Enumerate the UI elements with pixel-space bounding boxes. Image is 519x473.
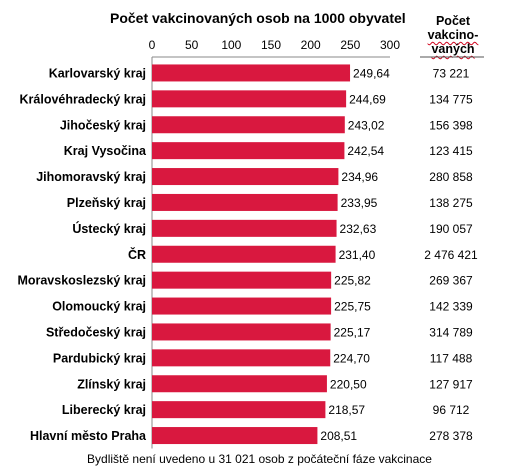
- category-label: Zlínský kraj: [77, 377, 146, 391]
- chart-title: Počet vakcinovaných osob na 1000 obyvate…: [110, 10, 406, 26]
- count-column-header: Počet vakcino- vaných: [418, 14, 488, 56]
- bar: [152, 219, 337, 237]
- category-label: Karlovarský kraj: [49, 66, 146, 80]
- bar: [152, 168, 339, 186]
- category-label: Kraj Vysočina: [64, 144, 147, 158]
- bar: [152, 401, 326, 419]
- bar: [152, 90, 347, 108]
- category-label: Středočeský kraj: [46, 325, 146, 339]
- bar: [152, 193, 338, 211]
- count-value: 127 917: [429, 377, 473, 391]
- data-label: 220,50: [330, 377, 367, 391]
- category-label: Moravskoslezský kraj: [17, 274, 146, 288]
- count-value: 190 057: [429, 222, 473, 236]
- data-label: 232,63: [340, 222, 377, 236]
- count-value: 142 339: [429, 300, 473, 314]
- category-label: Ústecký kraj: [72, 221, 146, 236]
- x-tick-label: 150: [261, 38, 281, 52]
- count-value: 156 398: [429, 118, 473, 132]
- count-value: 96 712: [433, 403, 470, 417]
- data-label: 231,40: [339, 248, 376, 262]
- bar: [152, 142, 345, 160]
- count-value: 134 775: [429, 92, 473, 106]
- bar: [152, 297, 332, 315]
- count-value: 2 476 421: [424, 248, 478, 262]
- count-value: 278 378: [429, 429, 473, 443]
- data-label: 218,57: [328, 403, 365, 417]
- count-value: 280 858: [429, 170, 473, 184]
- data-label: 244,69: [349, 92, 386, 106]
- x-tick-label: 100: [221, 38, 241, 52]
- data-label: 225,75: [334, 300, 371, 314]
- x-tick-label: 250: [340, 38, 360, 52]
- x-tick-label: 300: [380, 38, 400, 52]
- count-header-line-2: vakcino-: [427, 28, 479, 42]
- bar: [152, 64, 351, 82]
- bar: [152, 116, 345, 134]
- count-value: 123 415: [429, 144, 473, 158]
- bar: [152, 349, 331, 367]
- data-label: 249,64: [353, 66, 390, 80]
- x-tick-label: 50: [185, 38, 199, 52]
- count-header-line-3: vaných: [431, 42, 475, 56]
- bar: [152, 375, 327, 393]
- data-label: 234,96: [341, 170, 378, 184]
- category-label: Hlavní město Praha: [30, 429, 147, 443]
- footnote: Bydliště není uvedeno u 31 021 osob z po…: [87, 452, 432, 466]
- x-tick-label: 200: [301, 38, 321, 52]
- category-label: ČR: [128, 247, 146, 262]
- category-label: Královéhradecký kraj: [20, 92, 146, 106]
- x-tick-label: 0: [149, 38, 156, 52]
- data-label: 225,17: [334, 325, 371, 339]
- data-label: 243,02: [348, 118, 385, 132]
- category-label: Jihočeský kraj: [60, 118, 146, 132]
- data-label: 224,70: [333, 351, 370, 365]
- bar: [152, 271, 332, 289]
- category-label: Liberecký kraj: [62, 403, 146, 417]
- category-label: Plzeňský kraj: [67, 196, 146, 210]
- bar: [152, 245, 336, 263]
- bar: [152, 427, 318, 445]
- data-label: 233,95: [341, 196, 378, 210]
- count-value: 73 221: [433, 66, 470, 80]
- data-label: 208,51: [320, 429, 357, 443]
- data-label: 242,54: [347, 144, 384, 158]
- category-label: Jihomoravský kraj: [36, 170, 146, 184]
- count-value: 138 275: [429, 196, 473, 210]
- data-label: 225,82: [334, 274, 371, 288]
- category-label: Olomoucký kraj: [52, 300, 146, 314]
- count-value: 269 367: [429, 274, 473, 288]
- count-value: 117 488: [430, 351, 473, 365]
- count-header-line-1: Počet: [435, 14, 471, 28]
- category-label: Pardubický kraj: [53, 351, 146, 365]
- bar: [152, 323, 331, 341]
- count-value: 314 789: [429, 325, 473, 339]
